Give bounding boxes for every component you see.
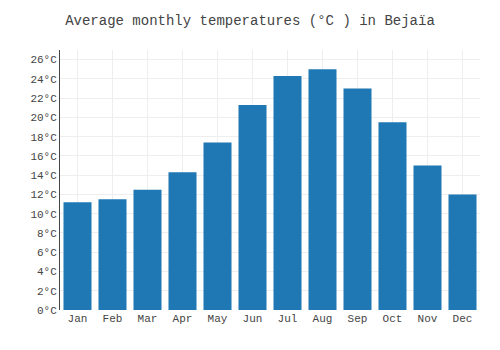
svg-text:Apr: Apr (173, 313, 193, 325)
svg-text:Sep: Sep (348, 313, 368, 325)
svg-text:Nov: Nov (418, 313, 438, 325)
svg-text:Jan: Jan (68, 313, 88, 325)
svg-text:Jun: Jun (243, 313, 263, 325)
svg-text:16°C: 16°C (30, 151, 57, 163)
svg-text:Mar: Mar (138, 313, 158, 325)
svg-text:24°C: 24°C (30, 74, 57, 86)
svg-text:26°C: 26°C (30, 54, 57, 66)
svg-text:8°C: 8°C (37, 228, 57, 240)
svg-text:2°C: 2°C (37, 286, 57, 298)
svg-text:Oct: Oct (383, 313, 403, 325)
svg-text:6°C: 6°C (37, 247, 57, 259)
svg-text:0°C: 0°C (37, 305, 57, 317)
svg-text:18°C: 18°C (30, 132, 57, 144)
svg-text:4°C: 4°C (37, 266, 57, 278)
svg-text:22°C: 22°C (30, 93, 57, 105)
svg-text:Aug: Aug (313, 313, 333, 325)
svg-text:May: May (208, 313, 228, 325)
svg-text:Average monthly temperatures (: Average monthly temperatures (°C ) in Be… (65, 13, 435, 29)
svg-text:14°C: 14°C (30, 170, 57, 182)
svg-text:10°C: 10°C (30, 209, 57, 221)
svg-text:Dec: Dec (453, 313, 473, 325)
svg-text:Feb: Feb (103, 313, 123, 325)
svg-text:Jul: Jul (278, 313, 298, 325)
svg-text:20°C: 20°C (30, 112, 57, 124)
svg-text:12°C: 12°C (30, 189, 57, 201)
